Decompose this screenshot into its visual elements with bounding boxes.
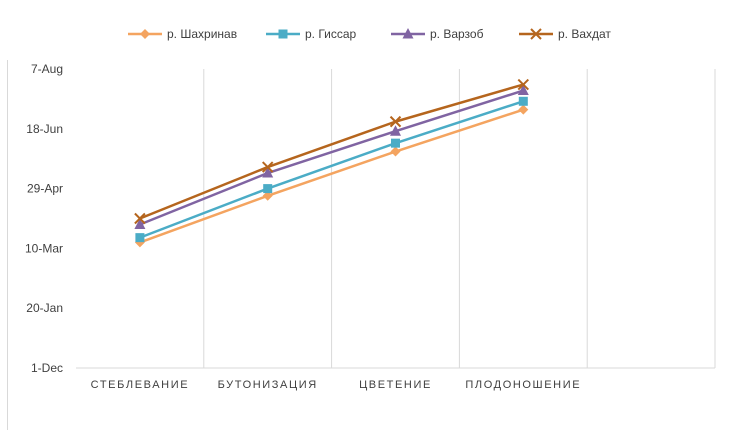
series-4-point xyxy=(134,212,146,225)
legend-item: р. Варзоб xyxy=(391,27,484,41)
legend-label: р. Варзоб xyxy=(430,27,484,41)
legend-marker xyxy=(402,28,414,39)
series-2-point xyxy=(263,184,273,194)
series-1-point xyxy=(390,146,401,157)
y-tick-label: 7-Aug xyxy=(31,62,63,76)
legend-label: р. Вахдат xyxy=(558,27,611,41)
series-1-point xyxy=(262,190,273,201)
legend-item: р. Шахринав xyxy=(128,27,237,41)
series-group xyxy=(134,78,530,248)
series-2-point xyxy=(391,138,400,148)
x-tick-label: ПЛОДОНОШЕНИЕ xyxy=(465,379,581,391)
series-4 xyxy=(134,78,530,225)
x-tick-label: СТЕБЛЕВАНИЕ xyxy=(91,379,190,391)
series-4-point xyxy=(517,78,530,91)
series-4-line xyxy=(139,83,524,220)
legend-label: р. Гиссар xyxy=(305,27,357,41)
legend-marker xyxy=(140,29,150,39)
series-1-point xyxy=(518,104,529,115)
y-tick-label: 29-Apr xyxy=(27,182,63,196)
y-tick-label: 18-Jun xyxy=(26,122,63,136)
legend-label: р. Шахринав xyxy=(167,27,237,41)
legend-marker xyxy=(278,29,288,39)
series-3 xyxy=(134,84,529,229)
legend-item: р. Вахдат xyxy=(519,27,611,41)
series-3-point xyxy=(517,84,529,96)
series-2 xyxy=(135,96,528,243)
series-1-line xyxy=(139,108,524,244)
grid xyxy=(76,69,716,369)
series-4-point xyxy=(389,115,402,128)
chart-border xyxy=(7,60,8,430)
x-tick-label: БУТОНИЗАЦИЯ xyxy=(218,379,318,391)
x-axis: СТЕБЛЕВАНИЕ БУТОНИЗАЦИЯ ЦВЕТЕНИЕ ПЛОДОНОШЕН… xyxy=(91,379,581,391)
series-4-point xyxy=(261,161,274,173)
y-tick-label: 20-Jan xyxy=(26,301,63,315)
series-3-point xyxy=(134,218,146,229)
x-tick-label: ЦВЕТЕНИЕ xyxy=(359,379,432,391)
y-tick-label: 10-Mar xyxy=(25,241,63,255)
y-tick-label: 1-Dec xyxy=(31,361,63,375)
series-3-point xyxy=(262,167,274,178)
legend-item: р. Гиссар xyxy=(266,27,357,41)
series-3-point xyxy=(390,125,401,136)
y-axis: 1-Dec 20-Jan 10-Mar 29-Apr 18-Jun 7-Aug xyxy=(25,62,63,375)
legend: р. Шахринав р. Гиссар р. Варзоб р. Вахдат xyxy=(128,27,611,41)
series-2-point xyxy=(135,233,145,243)
series-3-line xyxy=(139,89,524,226)
series-2-line xyxy=(139,100,524,239)
legend-marker xyxy=(530,28,542,40)
series-2-point xyxy=(518,96,528,106)
